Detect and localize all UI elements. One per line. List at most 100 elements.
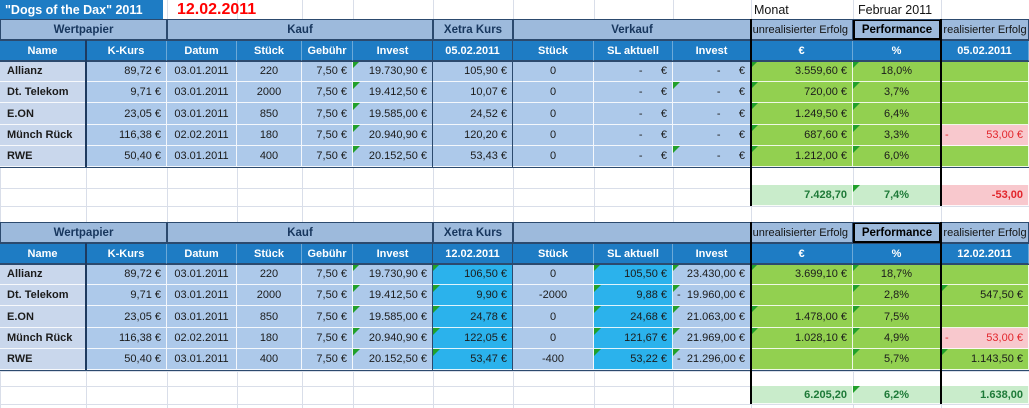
column-header-realisiert[interactable]: 12.02.2011 <box>941 243 1029 264</box>
cell-unrealisiert-eur[interactable]: 1.478,00 € <box>751 306 853 328</box>
cell-datum[interactable]: 03.01.2011 <box>167 264 237 285</box>
cell-performance-pct[interactable]: 3,7% <box>853 82 941 103</box>
column-header-stueck-kauf[interactable]: Stück <box>237 40 302 61</box>
cell-gebuehr[interactable]: 7,50 € <box>302 61 353 82</box>
cell-k-kurs[interactable]: 89,72 € <box>86 264 167 285</box>
cell-datum[interactable]: 02.02.2011 <box>167 125 237 146</box>
cell-invest-kauf[interactable]: 19.585,00 € <box>353 306 433 328</box>
cell-xetra-kurs[interactable]: 10,07 € <box>433 82 513 103</box>
cell-sl-aktuell[interactable]: 121,67 € <box>594 328 673 349</box>
cell-sl-aktuell[interactable]: - € <box>594 82 673 103</box>
cell-name[interactable]: RWE <box>0 349 86 370</box>
cell-performance-pct[interactable]: 4,9% <box>853 328 941 349</box>
cell-gebuehr[interactable]: 7,50 € <box>302 82 353 103</box>
cell-performance-pct[interactable]: 3,3% <box>853 125 941 146</box>
cell-invest-verkauf[interactable]: - € <box>673 103 751 125</box>
cell-gebuehr[interactable]: 7,50 € <box>302 103 353 125</box>
cell-sl-aktuell[interactable]: - € <box>594 146 673 167</box>
cell-datum[interactable]: 03.01.2011 <box>167 103 237 125</box>
cell-gebuehr[interactable]: 7,50 € <box>302 328 353 349</box>
cell-name[interactable]: Allianz <box>0 61 86 82</box>
cell-datum[interactable]: 03.01.2011 <box>167 306 237 328</box>
cell-gebuehr[interactable]: 7,50 € <box>302 146 353 167</box>
cell-gebuehr[interactable]: 7,50 € <box>302 349 353 370</box>
cell-stueck-kauf[interactable]: 180 <box>237 125 302 146</box>
total-performance-pct[interactable]: 6,2% <box>853 386 941 404</box>
column-header-stueck-verkauf[interactable]: Stück <box>513 243 594 264</box>
cell-xetra-kurs[interactable]: 24,52 € <box>433 103 513 125</box>
cell-realisiert[interactable] <box>941 82 1029 103</box>
cell-stueck-verkauf[interactable]: 0 <box>513 103 594 125</box>
group-header-performance[interactable]: Performance <box>853 19 941 40</box>
cell-performance-pct[interactable]: 5,7% <box>853 349 941 370</box>
group-header-verkauf[interactable]: Verkauf <box>513 19 751 40</box>
cell-k-kurs[interactable]: 23,05 € <box>86 103 167 125</box>
cell-invest-kauf[interactable]: 19.412,50 € <box>353 82 433 103</box>
total-performance-pct[interactable]: 7,4% <box>853 185 941 206</box>
cell-datum[interactable]: 03.01.2011 <box>167 285 237 306</box>
cell-gebuehr[interactable]: 7,50 € <box>302 306 353 328</box>
group-header-wertpapier[interactable]: Wertpapier <box>0 19 167 40</box>
cell-stueck-verkauf[interactable]: -400 <box>513 349 594 370</box>
cell-stueck-verkauf[interactable]: 0 <box>513 125 594 146</box>
cell-performance-pct[interactable]: 2,8% <box>853 285 941 306</box>
group-header-xetra-kurs[interactable]: Xetra Kurs <box>433 19 513 40</box>
group-header-realisierter-erfolg[interactable]: realisierter Erfolg <box>941 19 1029 40</box>
monat-label-cell[interactable]: Monat <box>754 2 789 17</box>
cell-invest-verkauf[interactable]: -21.296,00 € <box>673 349 751 370</box>
cell-sl-aktuell[interactable]: - € <box>594 125 673 146</box>
column-header-gebuehr[interactable]: Gebühr <box>302 40 353 61</box>
cell-xetra-kurs[interactable]: 9,90 € <box>433 285 513 306</box>
cell-k-kurs[interactable]: 23,05 € <box>86 306 167 328</box>
column-header-k-kurs[interactable]: K-Kurs <box>86 243 167 264</box>
cell-stueck-verkauf[interactable]: 0 <box>513 82 594 103</box>
cell-invest-verkauf[interactable]: - € <box>673 125 751 146</box>
cell-xetra-kurs[interactable]: 106,50 € <box>433 264 513 285</box>
cell-k-kurs[interactable]: 50,40 € <box>86 146 167 167</box>
total-unrealisiert-eur[interactable]: 7.428,70 <box>751 185 853 206</box>
cell-unrealisiert-eur[interactable]: 3.699,10 € <box>751 264 853 285</box>
column-header-unrealisiert-eur[interactable]: € <box>751 40 853 61</box>
group-header-kauf[interactable]: Kauf <box>167 19 433 40</box>
group-header-unrealisierter-erfolg[interactable]: unrealisierter Erfolg <box>751 222 853 243</box>
group-header-verkauf[interactable] <box>513 222 751 243</box>
cell-performance-pct[interactable]: 7,5% <box>853 306 941 328</box>
cell-k-kurs[interactable]: 50,40 € <box>86 349 167 370</box>
cell-name[interactable]: RWE <box>0 146 86 167</box>
cell-stueck-verkauf[interactable]: -2000 <box>513 285 594 306</box>
cell-unrealisiert-eur[interactable]: 720,00 € <box>751 82 853 103</box>
group-header-realisierter-erfolg[interactable]: realisierter Erfolg <box>941 222 1029 243</box>
cell-k-kurs[interactable]: 9,71 € <box>86 82 167 103</box>
cell-name[interactable]: E.ON <box>0 103 86 125</box>
cell-realisiert[interactable]: - 53,00 € <box>941 328 1029 349</box>
column-header-invest-kauf[interactable]: Invest <box>353 40 433 61</box>
cell-invest-verkauf[interactable]: - € <box>673 146 751 167</box>
cell-gebuehr[interactable]: 7,50 € <box>302 125 353 146</box>
current-date-cell[interactable]: 12.02.2011 <box>177 0 257 18</box>
column-header-invest-kauf[interactable]: Invest <box>353 243 433 264</box>
column-header-datum[interactable]: Datum <box>167 40 237 61</box>
column-header-performance-pct[interactable]: % <box>853 40 941 61</box>
column-header-datum[interactable]: Datum <box>167 243 237 264</box>
column-header-performance-pct[interactable]: % <box>853 243 941 264</box>
cell-datum[interactable]: 03.01.2011 <box>167 61 237 82</box>
column-header-invest-verkauf[interactable]: Invest <box>673 40 751 61</box>
sheet-title-cell[interactable]: "Dogs of the Dax" 2011 <box>0 0 163 19</box>
cell-unrealisiert-eur[interactable] <box>751 285 853 306</box>
cell-unrealisiert-eur[interactable]: 687,60 € <box>751 125 853 146</box>
cell-invest-verkauf[interactable]: - € <box>673 82 751 103</box>
column-header-xetra-kurs[interactable]: 05.02.2011 <box>433 40 513 61</box>
cell-sl-aktuell[interactable]: - € <box>594 61 673 82</box>
cell-realisiert[interactable]: - 53,00 € <box>941 125 1029 146</box>
cell-xetra-kurs[interactable]: 120,20 € <box>433 125 513 146</box>
cell-datum[interactable]: 02.02.2011 <box>167 328 237 349</box>
cell-realisiert[interactable]: 547,50 € <box>941 285 1029 306</box>
cell-datum[interactable]: 03.01.2011 <box>167 146 237 167</box>
cell-realisiert[interactable] <box>941 146 1029 167</box>
cell-stueck-verkauf[interactable]: 0 <box>513 328 594 349</box>
cell-sl-aktuell[interactable]: 105,50 € <box>594 264 673 285</box>
cell-realisiert[interactable]: 1.143,50 € <box>941 349 1029 370</box>
cell-unrealisiert-eur[interactable]: 1.249,50 € <box>751 103 853 125</box>
cell-name[interactable]: Münch Rück <box>0 328 86 349</box>
cell-k-kurs[interactable]: 89,72 € <box>86 61 167 82</box>
